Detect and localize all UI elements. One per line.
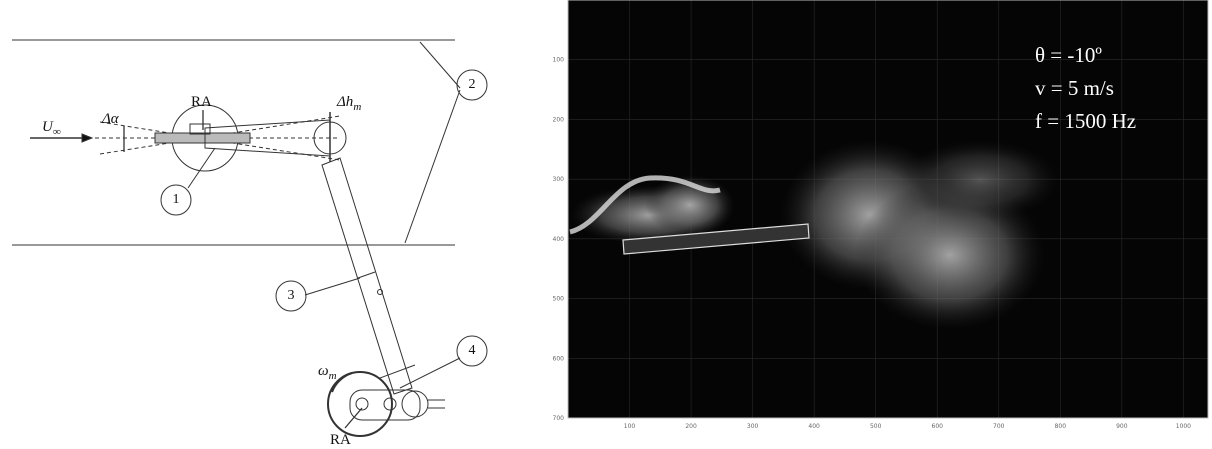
crank-hole <box>384 398 396 410</box>
label: U∞ <box>42 119 61 138</box>
y-tick-label: 200 <box>553 116 565 123</box>
leader <box>305 278 360 295</box>
y-tick-label: 100 <box>553 57 565 64</box>
leader <box>420 42 460 88</box>
x-tick-label: 900 <box>1116 423 1128 430</box>
annotation: f = 1500 Hz <box>1035 109 1136 133</box>
callout: 4 <box>469 343 476 358</box>
motor <box>402 391 428 417</box>
label: RA <box>191 94 212 110</box>
leader <box>400 358 460 388</box>
figure: 1 2 3 4 RA RA Δα Δhm U∞ ωm θ = -10º v = … <box>0 0 1212 449</box>
y-tick-label: 500 <box>553 296 565 303</box>
smoke-blob <box>900 140 1060 220</box>
label-sub: m <box>353 101 361 113</box>
annotation: v = 5 m/s <box>1035 76 1114 100</box>
wall-hatch <box>12 30 455 40</box>
callout: 2 <box>469 77 476 92</box>
arm <box>322 158 412 394</box>
label: Δα <box>101 111 120 127</box>
schematic <box>12 30 487 436</box>
x-tick-label: 600 <box>932 423 944 430</box>
y-tick-label: 600 <box>553 355 565 362</box>
x-tick-label: 300 <box>747 423 759 430</box>
label-sub: ∞ <box>53 126 61 138</box>
y-tick-label: 700 <box>553 415 565 422</box>
arrow-head <box>82 134 92 142</box>
leader <box>405 90 460 243</box>
wall-hatch <box>12 245 455 257</box>
callout: 1 <box>173 192 180 207</box>
label: ω <box>318 363 329 379</box>
callout: 3 <box>288 288 295 303</box>
y-tick-label: 400 <box>553 236 565 243</box>
x-tick-label: 100 <box>624 423 636 430</box>
x-tick-label: 800 <box>1055 423 1067 430</box>
x-tick-label: 200 <box>685 423 697 430</box>
y-tick-label: 300 <box>553 176 565 183</box>
ra-arrow <box>345 408 362 428</box>
label: Δh <box>336 94 353 110</box>
x-tick-label: 500 <box>870 423 882 430</box>
label: ωm <box>318 363 337 382</box>
x-tick-label: 1000 <box>1176 423 1191 430</box>
arm-line <box>358 272 375 278</box>
x-tick-label: 400 <box>808 423 820 430</box>
label: RA <box>330 432 351 448</box>
annotation: θ = -10º <box>1035 43 1102 67</box>
label-sub: m <box>329 370 337 382</box>
label: Δhm <box>336 94 361 113</box>
x-tick-label: 700 <box>993 423 1005 430</box>
